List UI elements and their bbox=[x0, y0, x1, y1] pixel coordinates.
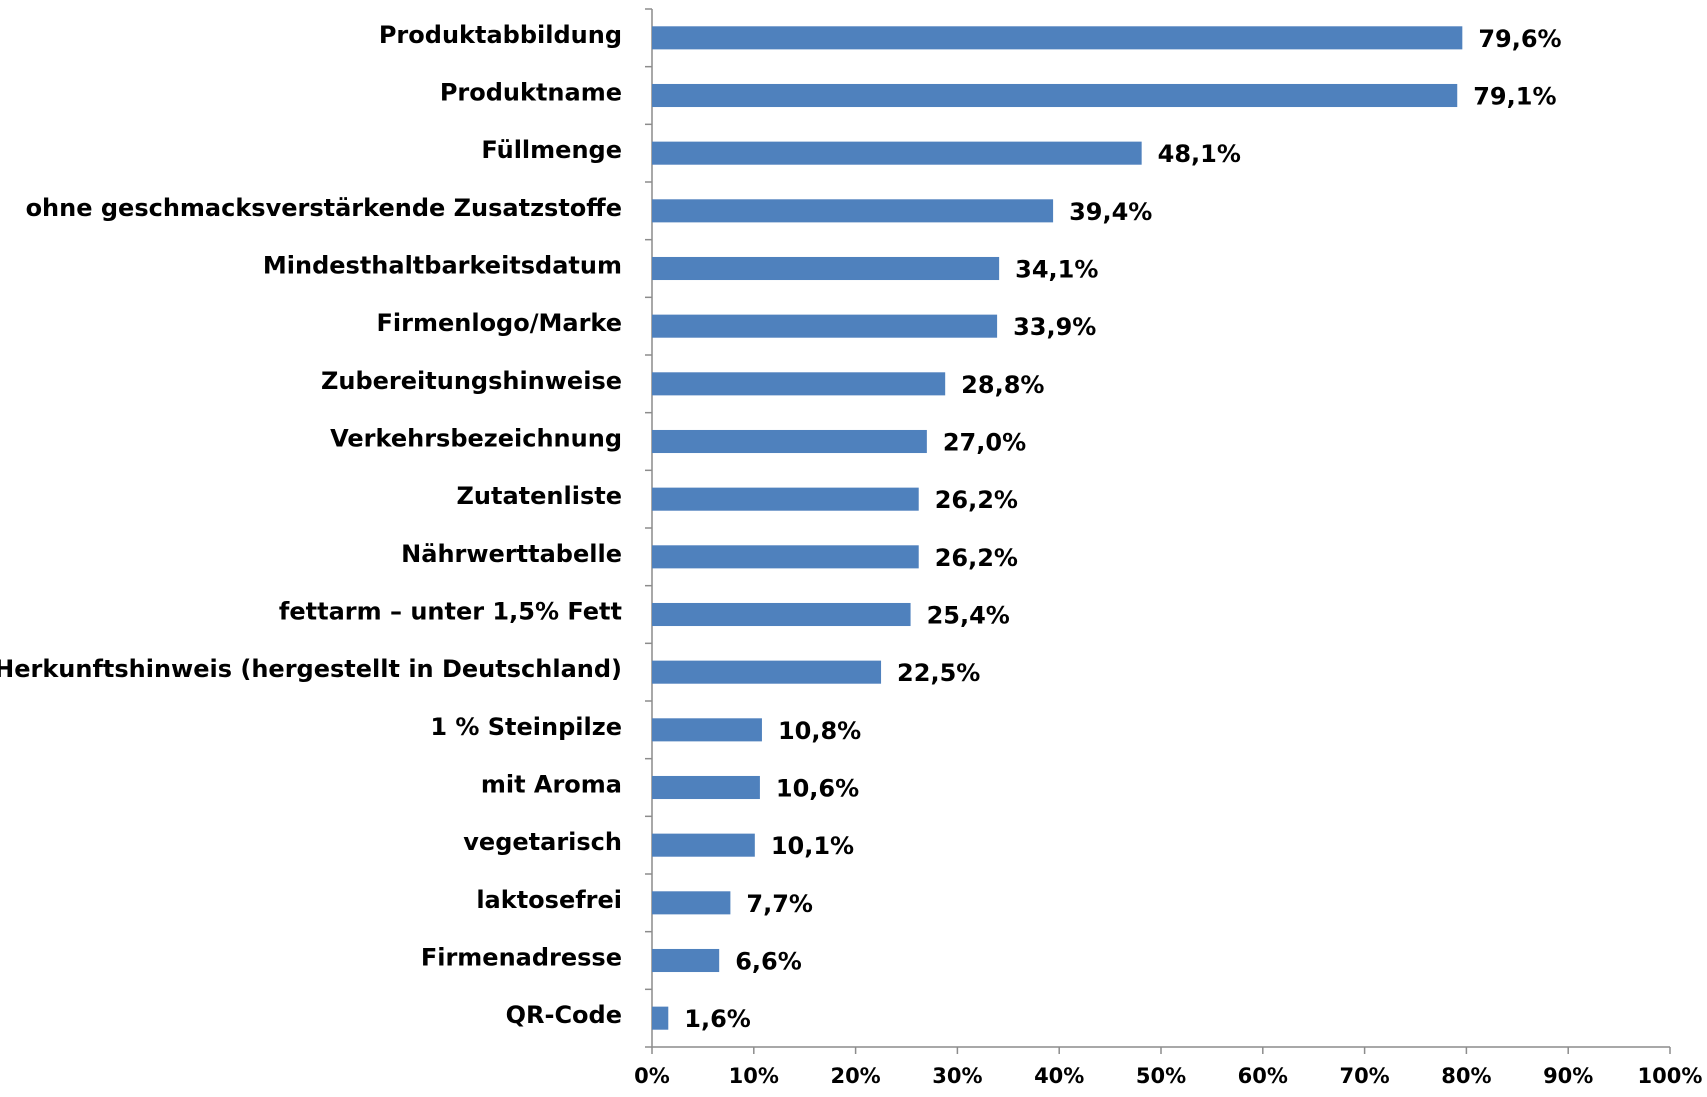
data-label: 79,6% bbox=[1478, 25, 1561, 53]
data-label: 27,0% bbox=[943, 429, 1026, 457]
data-label: 10,8% bbox=[778, 717, 861, 745]
y-tick-label: Herkunftshinweis (hergestellt in Deutsch… bbox=[0, 655, 622, 683]
y-tick-label: Zubereitungshinweise bbox=[321, 367, 622, 395]
x-tick-label: 30% bbox=[932, 1064, 982, 1088]
bar bbox=[652, 602, 911, 627]
data-label: 34,1% bbox=[1015, 256, 1098, 284]
bar bbox=[652, 891, 731, 915]
data-label: 1,6% bbox=[684, 1005, 751, 1033]
data-label: 22,5% bbox=[897, 659, 980, 687]
y-tick-label: Produktname bbox=[440, 79, 622, 107]
bar bbox=[652, 775, 760, 800]
y-tick-label: Produktabbildung bbox=[379, 21, 622, 49]
x-tick-label: 60% bbox=[1238, 1064, 1288, 1088]
x-tick-label: 40% bbox=[1034, 1064, 1084, 1088]
y-tick-label: mit Aroma bbox=[481, 771, 622, 799]
data-label: 79,1% bbox=[1473, 83, 1556, 111]
data-label: 10,1% bbox=[771, 832, 854, 860]
bar bbox=[652, 83, 1458, 108]
y-tick-label: Zutatenliste bbox=[457, 482, 622, 510]
x-tick-label: 90% bbox=[1543, 1064, 1593, 1088]
data-label: 6,6% bbox=[735, 948, 802, 976]
data-label: 33,9% bbox=[1013, 313, 1096, 341]
x-tick-label: 100% bbox=[1638, 1064, 1703, 1088]
y-tick-label: Mindesthaltbarkeitsdatum bbox=[263, 252, 622, 280]
bar bbox=[652, 833, 755, 857]
bar bbox=[652, 948, 720, 973]
bar bbox=[652, 26, 1463, 50]
y-tick-label: QR-Code bbox=[506, 1001, 622, 1029]
bar bbox=[652, 545, 919, 569]
data-label: 48,1% bbox=[1158, 140, 1241, 168]
data-label: 39,4% bbox=[1069, 198, 1152, 226]
x-tick-label: 50% bbox=[1136, 1064, 1186, 1088]
x-tick-label: 10% bbox=[729, 1064, 779, 1088]
x-tick-label: 0% bbox=[634, 1064, 670, 1088]
data-label: 7,7% bbox=[746, 890, 813, 918]
y-tick-label: 1 % Steinpilze bbox=[430, 713, 622, 741]
x-tick-label: 20% bbox=[830, 1064, 880, 1088]
y-tick-label: Nährwerttabelle bbox=[401, 540, 622, 568]
bar bbox=[652, 199, 1054, 223]
data-label: 25,4% bbox=[927, 602, 1010, 630]
bar bbox=[652, 718, 762, 742]
x-tick-label: 70% bbox=[1339, 1064, 1389, 1088]
data-label: 28,8% bbox=[961, 371, 1044, 399]
y-tick-label: Firmenadresse bbox=[421, 944, 622, 972]
data-label: 26,2% bbox=[935, 486, 1018, 514]
y-tick-label: Firmenlogo/Marke bbox=[377, 309, 622, 337]
bar bbox=[652, 1006, 669, 1030]
data-label: 26,2% bbox=[935, 544, 1018, 572]
bar bbox=[652, 429, 927, 454]
y-tick-label: fettarm – unter 1,5% Fett bbox=[279, 598, 622, 626]
x-tick-label: 80% bbox=[1441, 1064, 1491, 1088]
bar bbox=[652, 256, 1000, 281]
bar bbox=[652, 314, 998, 338]
bar bbox=[652, 660, 882, 684]
data-label: 10,6% bbox=[776, 775, 859, 803]
y-tick-label: laktosefrei bbox=[476, 886, 622, 914]
y-tick-label: Füllmenge bbox=[481, 136, 622, 164]
y-tick-label: vegetarisch bbox=[463, 828, 622, 856]
y-tick-label: Verkehrsbezeichnung bbox=[330, 425, 622, 453]
y-tick-label: ohne geschmacksverstärkende Zusatzstoffe bbox=[26, 194, 622, 222]
bar bbox=[652, 372, 946, 396]
bar bbox=[652, 487, 919, 511]
bar bbox=[652, 141, 1142, 165]
